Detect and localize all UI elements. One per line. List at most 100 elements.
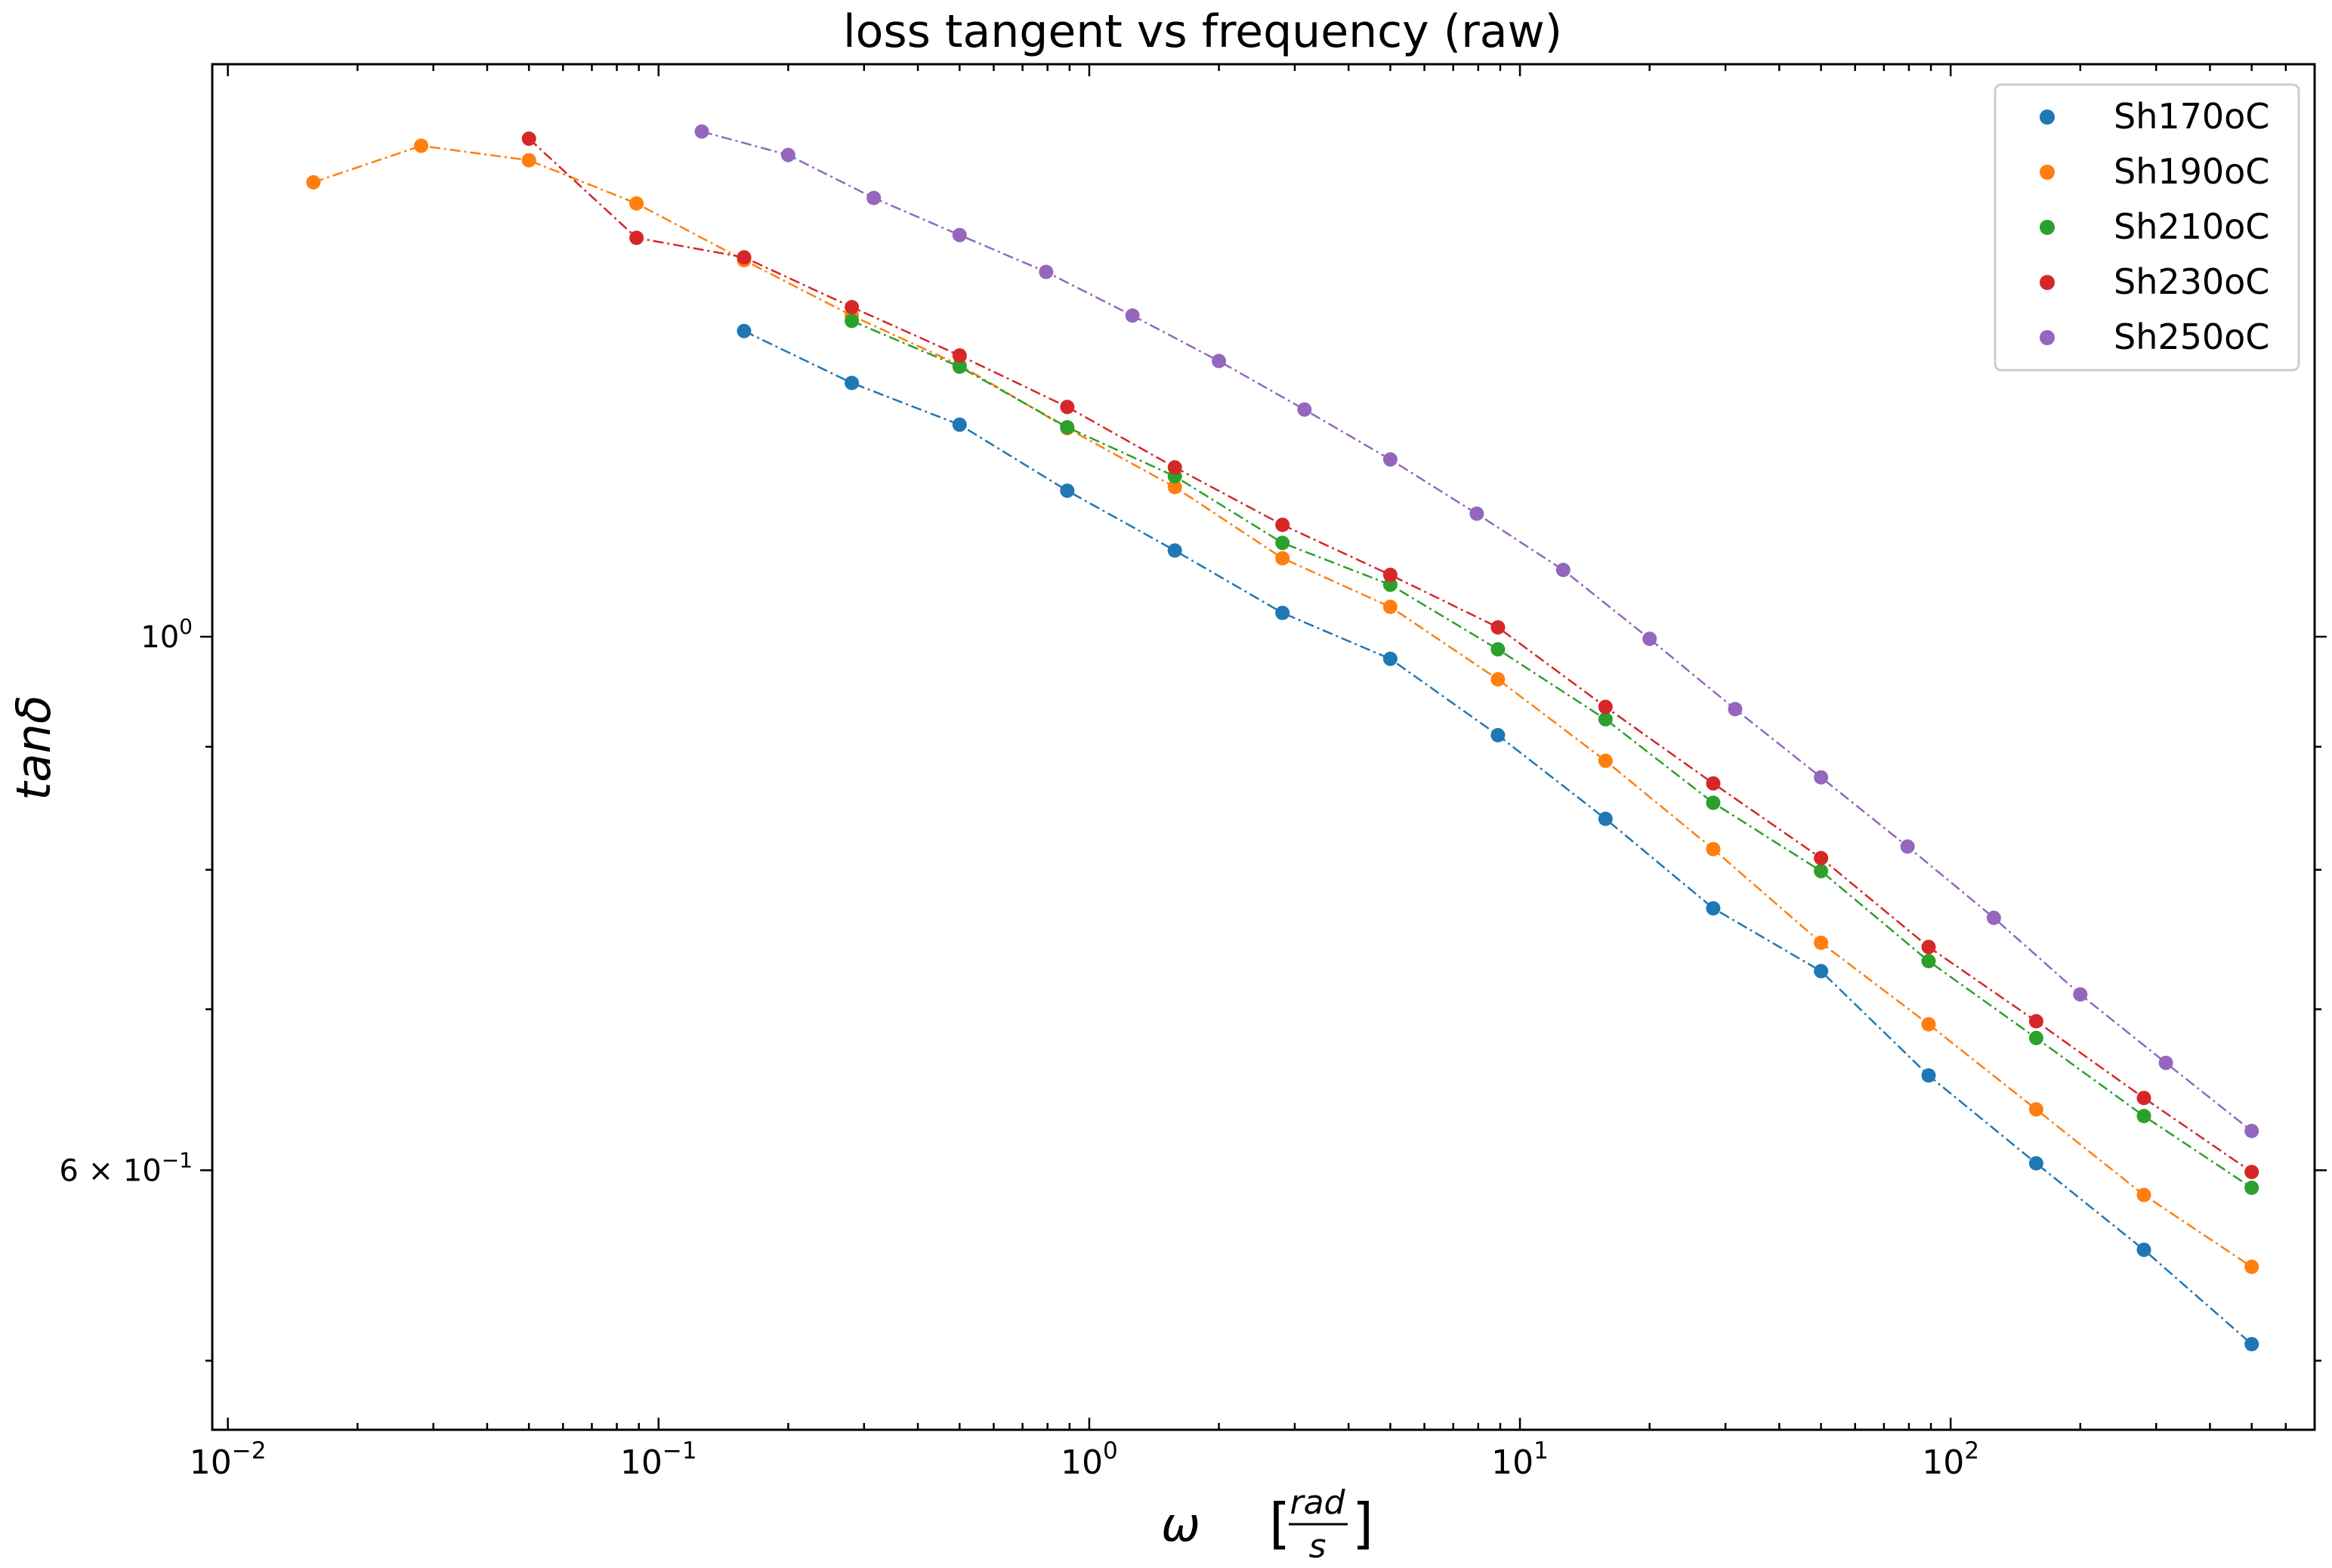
x-tick-label: 100 [1061,1437,1118,1482]
x-axis-bracket-open: [ [1269,1492,1290,1555]
data-point-series-1 [1490,727,1506,742]
data-point-series-3 [1490,642,1506,657]
data-point-series-2 [1490,671,1506,687]
data-point-series-5 [1555,563,1571,578]
legend-marker-1 [2040,110,2055,125]
data-point-series-5 [1469,506,1484,521]
data-point-series-3 [1382,577,1398,592]
legend-frame [1994,83,2300,372]
data-point-series-5 [1382,452,1398,467]
data-point-series-1 [1167,543,1182,558]
data-point-series-4 [1921,940,1936,955]
legend-marker-2 [2040,165,2055,180]
legend-marker-3 [2040,220,2055,235]
legend-label-5: Sh250oC [2114,316,2269,357]
data-point-series-4 [1167,460,1182,475]
series-layer [306,124,2259,1352]
x-axis-bracket-close: ] [1352,1492,1373,1555]
data-point-series-3 [1060,420,1075,435]
x-tick-label: 101 [1491,1437,1549,1482]
data-point-series-4 [1060,400,1075,415]
data-point-series-5 [1986,910,2001,925]
y-axis: 100 6 × 10−1 [59,614,2327,1362]
data-point-series-3 [1275,536,1290,551]
legend-label-4: Sh230oC [2114,261,2269,302]
y-tick-label: 6 × 10−1 [59,1147,193,1188]
data-point-series-2 [1598,753,1613,768]
data-point-series-4 [1382,567,1398,582]
x-axis-label: ω [ rad s ] [1161,1483,1373,1566]
legend-label-1: Sh170oC [2114,96,2269,137]
data-point-series-5 [1297,402,1312,417]
data-point-series-3 [952,360,967,374]
data-point-series-2 [1814,935,1829,950]
data-point-series-2 [1275,551,1290,566]
data-point-series-4 [2028,1014,2043,1029]
data-point-series-2 [1706,841,1721,857]
data-point-series-3 [2244,1181,2259,1196]
data-point-series-3 [1598,711,1613,727]
data-point-series-5 [1642,631,1657,647]
data-point-series-1 [1814,964,1829,979]
data-point-series-5 [1900,839,1915,854]
x-axis-unit-numerator: rad [1290,1483,1346,1522]
data-point-series-4 [521,131,536,147]
x-tick-label: 10−1 [620,1437,697,1482]
x-tick-label: 10−2 [190,1437,267,1482]
data-point-series-1 [1921,1068,1936,1083]
legend-label-3: Sh210oC [2114,206,2269,247]
chart-title: loss tangent vs frequency (raw) [843,5,1562,58]
data-point-series-1 [1598,811,1613,826]
data-point-series-1 [2136,1242,2151,1258]
data-point-series-1 [1382,651,1398,666]
data-point-series-5 [1039,264,1054,279]
y-tick-label: 100 [141,614,193,655]
data-point-series-5 [2158,1055,2173,1070]
data-point-series-1 [1060,483,1075,498]
legend-label-2: Sh190oC [2114,151,2269,192]
data-point-series-1 [2244,1337,2259,1352]
data-point-series-4 [1706,776,1721,791]
data-point-series-3 [1706,795,1721,810]
data-point-series-2 [1167,480,1182,495]
data-point-series-2 [2028,1102,2043,1117]
y-axis-label: tanδ [6,695,61,801]
data-point-series-5 [866,190,882,205]
data-point-series-4 [845,300,860,315]
data-point-series-3 [1814,863,1829,878]
data-point-series-2 [414,138,428,153]
data-point-series-5 [2244,1123,2259,1138]
data-point-series-5 [1728,702,1743,717]
data-point-series-2 [1382,600,1398,614]
data-point-series-4 [952,348,967,363]
x-axis: 10−2 10−1 100 101 102 [190,64,2316,1482]
data-point-series-2 [2136,1187,2151,1202]
data-point-series-4 [2244,1165,2259,1180]
data-point-series-1 [1706,901,1721,916]
data-point-series-5 [952,227,967,242]
series-line-2 [313,144,2253,1268]
data-point-series-2 [1921,1017,1936,1032]
data-point-series-3 [2028,1030,2043,1045]
x-tick-label: 102 [1922,1437,1979,1482]
data-point-series-4 [629,230,644,245]
data-point-series-4 [1598,699,1613,715]
data-point-series-4 [1490,620,1506,635]
data-point-series-4 [2136,1091,2151,1106]
data-point-series-4 [1814,850,1829,866]
data-point-series-4 [1275,517,1290,532]
data-point-series-1 [952,417,967,432]
legend-marker-5 [2040,330,2055,345]
data-point-series-4 [737,250,752,265]
x-axis-symbol: ω [1161,1497,1200,1552]
series-line-3 [851,319,2253,1189]
data-point-series-2 [2244,1259,2259,1274]
data-point-series-3 [1921,954,1936,968]
data-point-series-5 [1212,353,1226,369]
data-point-series-1 [1275,606,1290,620]
series-line-4 [528,137,2253,1173]
legend: Sh170oC Sh190oC Sh210oC Sh230oC Sh250oC [1994,83,2300,372]
data-point-series-1 [2028,1156,2043,1171]
data-point-series-5 [694,124,709,139]
